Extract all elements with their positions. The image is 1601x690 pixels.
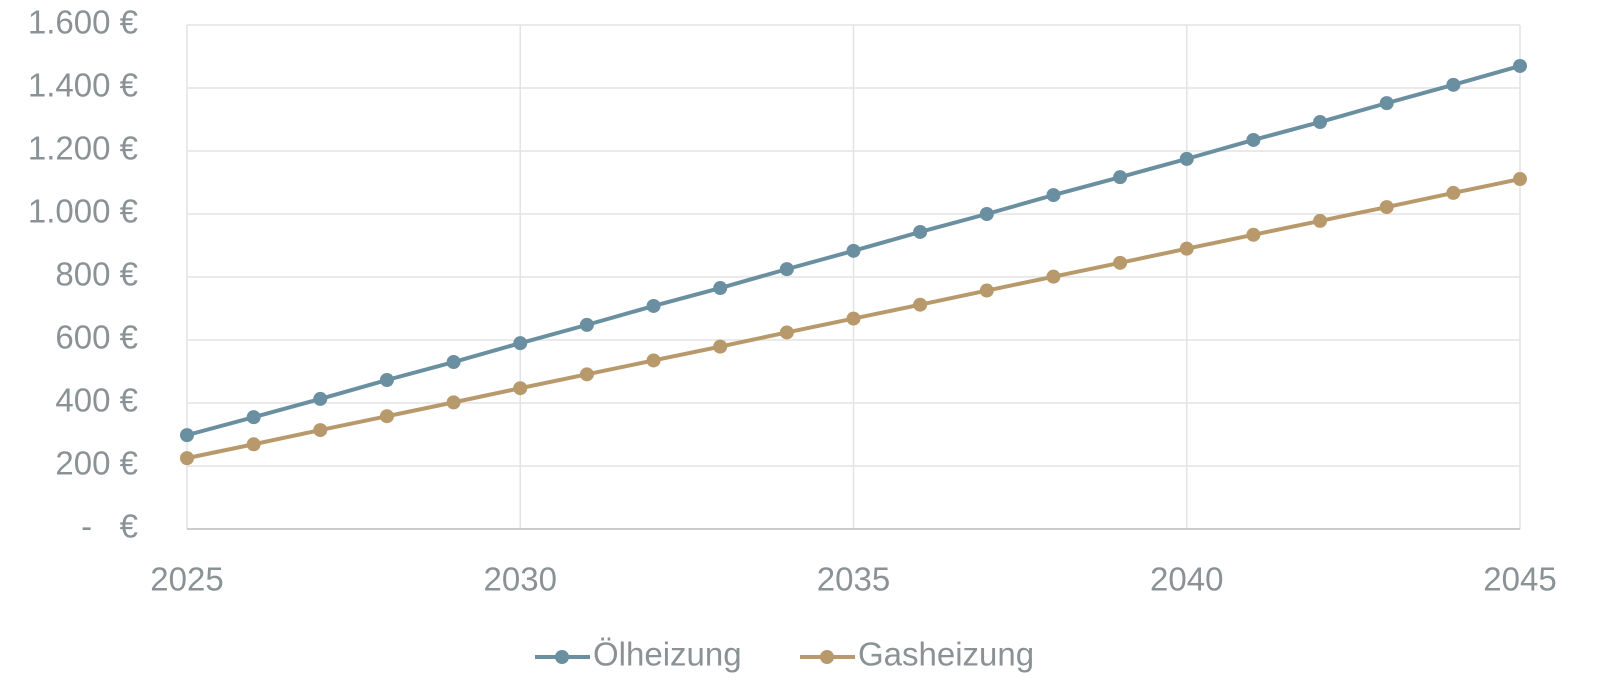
data-point xyxy=(1379,200,1394,215)
data-point xyxy=(646,353,661,368)
y-tick-label: - € xyxy=(81,508,138,545)
data-point xyxy=(779,262,794,277)
data-point xyxy=(1179,151,1194,166)
legend-label: Ölheizung xyxy=(593,636,742,673)
data-point xyxy=(313,423,328,438)
data-point xyxy=(579,367,594,382)
data-point xyxy=(246,437,261,452)
data-point xyxy=(913,297,928,312)
data-point xyxy=(379,409,394,424)
data-point xyxy=(1046,269,1061,284)
y-tick-label: 1.600 € xyxy=(28,4,138,41)
data-point xyxy=(979,283,994,298)
legend-label: Gasheizung xyxy=(858,636,1034,673)
data-point xyxy=(313,391,328,406)
data-point xyxy=(1513,172,1527,187)
data-point xyxy=(779,325,794,340)
data-point xyxy=(513,336,528,351)
data-point xyxy=(1113,255,1128,270)
data-point xyxy=(1179,241,1194,256)
data-point xyxy=(846,243,861,258)
y-tick-label: 1.400 € xyxy=(28,67,138,104)
data-point xyxy=(379,373,394,388)
data-point xyxy=(713,281,728,296)
y-tick-label: 600 € xyxy=(55,319,138,356)
y-tick-label: 1.200 € xyxy=(28,130,138,167)
data-point xyxy=(180,451,194,466)
y-tick-label: 400 € xyxy=(55,382,138,419)
data-point xyxy=(1246,132,1261,147)
data-point xyxy=(1313,115,1328,130)
data-point xyxy=(180,428,194,443)
x-tick-label: 2025 xyxy=(150,561,223,598)
data-point xyxy=(246,410,261,425)
y-tick-label: 800 € xyxy=(55,256,138,293)
y-tick-label: 1.000 € xyxy=(28,193,138,230)
data-point xyxy=(579,317,594,332)
x-tick-label: 2045 xyxy=(1483,561,1556,598)
data-point xyxy=(1379,96,1394,111)
data-point xyxy=(1313,213,1328,228)
data-point xyxy=(913,224,928,239)
x-tick-label: 2040 xyxy=(1150,561,1223,598)
data-point xyxy=(446,355,461,370)
data-point xyxy=(1113,170,1128,185)
data-point xyxy=(1446,185,1461,200)
data-point xyxy=(1513,58,1527,73)
data-point xyxy=(713,339,728,354)
legend-marker xyxy=(820,650,834,664)
data-point xyxy=(513,381,528,396)
x-tick-label: 2035 xyxy=(817,561,890,598)
data-point xyxy=(846,311,861,326)
data-point xyxy=(1446,77,1461,92)
data-point xyxy=(646,298,661,313)
data-point xyxy=(446,395,461,410)
data-point xyxy=(1246,227,1261,242)
legend-marker xyxy=(555,650,569,664)
y-tick-label: 200 € xyxy=(55,445,138,482)
x-tick-label: 2030 xyxy=(484,561,557,598)
data-point xyxy=(979,207,994,221)
data-point xyxy=(1046,188,1061,203)
